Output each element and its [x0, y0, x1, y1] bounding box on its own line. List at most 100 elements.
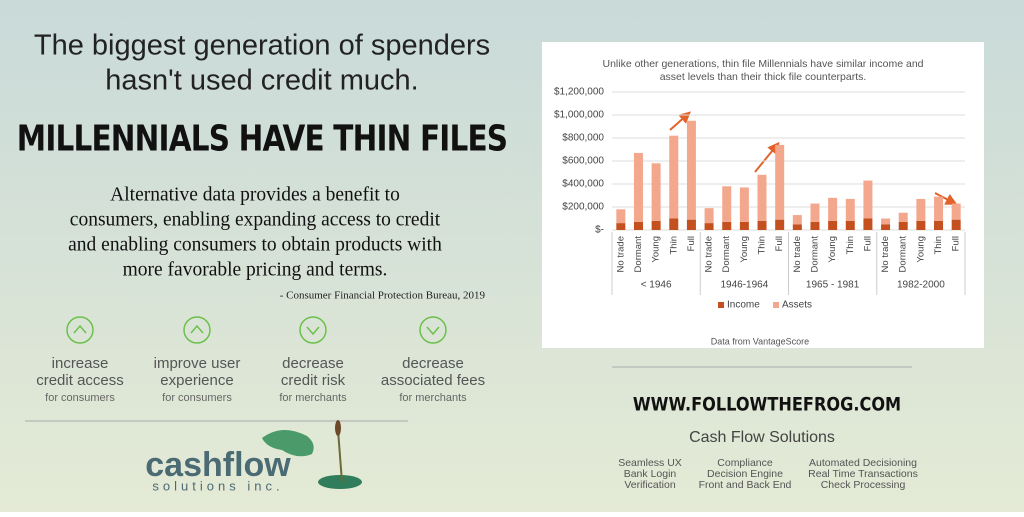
bar-segment — [704, 223, 714, 230]
bar-segment — [704, 208, 714, 224]
feature: Real Time Transactions — [808, 468, 918, 480]
bar-segment — [810, 203, 820, 222]
benefit-title: increase — [52, 355, 109, 372]
legend-swatch — [773, 302, 779, 308]
chevron — [190, 324, 204, 334]
bar-segment — [633, 221, 643, 230]
bar-segment — [881, 224, 891, 230]
x-tick-label: Young — [827, 236, 838, 263]
benefit-title: improve user — [154, 355, 241, 372]
x-tick-label: Thin — [933, 236, 944, 254]
quote-line: Alternative data provides a benefit to — [110, 184, 400, 205]
y-tick-label: $- — [595, 225, 604, 236]
bar-segment — [651, 163, 661, 221]
quote-line: and enabling consumers to obtain product… — [68, 234, 442, 255]
x-tick-label: Thin — [757, 236, 768, 254]
y-tick-label: $400,000 — [562, 179, 604, 190]
benefit-icon — [419, 316, 447, 344]
bar-segment — [898, 221, 908, 230]
bar-segment — [775, 144, 785, 220]
group-label: 1946-1964 — [720, 280, 768, 291]
bar-segment — [686, 219, 696, 230]
bar-segment — [739, 187, 749, 222]
y-tick-label: $800,000 — [562, 133, 604, 144]
bar-segment — [633, 152, 643, 222]
footer-url: WWW.FOLLOWTHEFROG.COM — [633, 394, 901, 416]
chevron — [73, 324, 87, 334]
benefit-title: credit risk — [281, 372, 346, 389]
bar-segment — [934, 220, 944, 230]
tagline: The biggest generation of spenders — [34, 30, 490, 62]
tagline: hasn't used credit much. — [105, 65, 418, 97]
x-tick-label: Dormant — [721, 236, 732, 273]
bar-segment — [669, 218, 679, 230]
chevron — [426, 326, 440, 336]
chart-title: asset levels than their thick file count… — [660, 71, 867, 83]
trend-arrow — [669, 111, 691, 131]
x-tick-label: No trade — [615, 236, 626, 272]
bar-segment — [722, 186, 732, 222]
x-tick-label: Young — [915, 236, 926, 263]
bar-segment — [845, 198, 855, 221]
feature: Front and Back End — [699, 479, 792, 491]
bar-segment — [828, 197, 838, 221]
bar-segment — [616, 223, 626, 230]
feature: Compliance — [717, 457, 773, 469]
bar-segment — [845, 220, 855, 230]
benefit-icon — [183, 316, 211, 344]
bar-segment — [792, 224, 802, 230]
x-tick-label: Thin — [845, 236, 856, 254]
feature: Verification — [624, 479, 676, 491]
quote-line: consumers, enabling expanding access to … — [70, 209, 441, 230]
x-tick-label: Dormant — [809, 236, 820, 273]
x-tick-label: Dormant — [898, 236, 909, 273]
bar-segment — [775, 219, 785, 230]
feature: Decision Engine — [707, 468, 783, 480]
x-tick-label: No trade — [880, 236, 891, 272]
group-label: 1982-2000 — [897, 280, 945, 291]
x-tick-label: Full — [686, 236, 697, 251]
x-tick-label: Thin — [668, 236, 679, 254]
bar-segment — [616, 209, 626, 224]
bar-segment — [810, 221, 820, 230]
y-tick-label: $600,000 — [562, 156, 604, 167]
chart-title: Unlike other generations, thin file Mill… — [603, 58, 924, 70]
bar-segment — [792, 215, 802, 225]
bar-segment — [951, 203, 961, 220]
group-label: < 1946 — [641, 280, 672, 291]
bar-segment — [881, 218, 891, 225]
bar-segment — [722, 221, 732, 230]
trend-arrow — [934, 192, 958, 205]
bar-segment — [863, 218, 873, 230]
chart-source: Data from VantageScore — [711, 336, 809, 346]
bar-segment — [916, 220, 926, 230]
x-tick-label: Young — [651, 236, 662, 263]
logo-subtitle: solutions inc. — [152, 478, 283, 493]
quote-line: more favorable pricing and terms. — [123, 259, 388, 280]
frog-logo — [262, 420, 362, 489]
footer-company: Cash Flow Solutions — [689, 429, 835, 446]
x-tick-label: No trade — [792, 236, 803, 272]
benefit-title: decrease — [282, 355, 344, 372]
logo-name: cashflow — [145, 446, 291, 484]
bar-segment — [916, 198, 926, 221]
feature: Seamless UX — [618, 457, 682, 469]
benefit-subtitle: for consumers — [162, 392, 232, 404]
group-label: 1965 - 1981 — [806, 280, 860, 291]
bar-segment — [757, 174, 767, 221]
y-tick-label: $200,000 — [562, 202, 604, 213]
feature: Bank Login — [624, 468, 677, 480]
x-tick-label: No trade — [704, 236, 715, 272]
x-tick-label: Full — [862, 236, 873, 251]
feature: Automated Decisioning — [809, 457, 917, 469]
x-tick-label: Full — [951, 236, 962, 251]
bar-segment — [739, 221, 749, 230]
benefit-icon — [66, 316, 94, 344]
bar-segment — [757, 220, 767, 230]
benefit-title: decrease — [402, 355, 464, 372]
benefit-subtitle: for consumers — [45, 392, 115, 404]
quote-source: - Consumer Financial Protection Bureau, … — [280, 290, 486, 302]
legend-swatch — [718, 302, 724, 308]
